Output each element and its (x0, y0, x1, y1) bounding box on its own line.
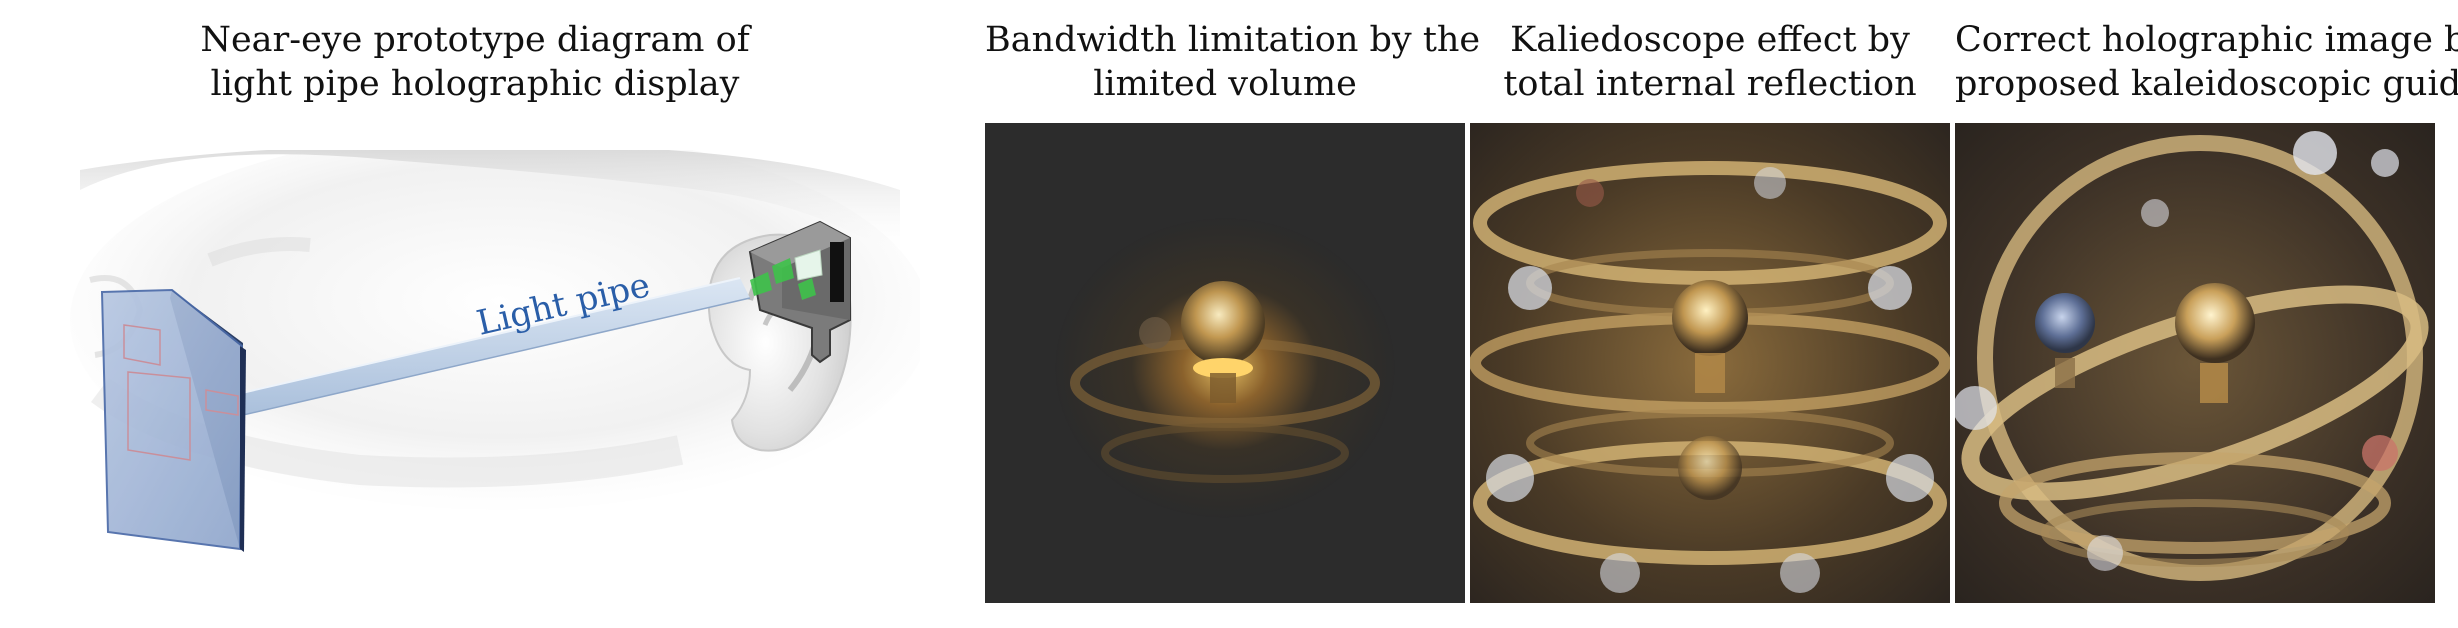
projector-module (748, 220, 851, 364)
panel-3-caption: Correct holographic image by proposed ka… (1955, 18, 2458, 106)
display-screen (100, 288, 246, 552)
result-panel-correct-image (1955, 123, 2435, 603)
bandwidth-limited-image (985, 123, 1465, 603)
result-panel-kaleidoscope-effect (1470, 123, 1950, 603)
panel-1-caption: Bandwidth limitation by the limited volu… (985, 18, 1481, 106)
kaleidoscope-artifact-image (1470, 123, 1950, 603)
panel-3-caption-line2: proposed kaleidoscopic guiding (1955, 64, 2458, 104)
panel-2-caption: Kaliedoscope effect by total internal re… (1470, 18, 1950, 106)
result-panel-bandwidth-limited (985, 123, 1465, 603)
panel-2-caption-line1: Kaliedoscope effect by (1510, 20, 1910, 60)
correct-holographic-image (1955, 123, 2435, 603)
panel-3-caption-line1: Correct holographic image by (1955, 20, 2458, 60)
diagram-caption: Near-eye prototype diagram of light pipe… (0, 18, 950, 106)
panel-1-caption-line2: limited volume (1093, 64, 1357, 104)
light-pipe (219, 277, 751, 419)
panel-1-caption-line1: Bandwidth limitation by the (985, 20, 1481, 60)
panel-2-caption-line2: total internal reflection (1503, 64, 1917, 104)
diagram-caption-line1: Near-eye prototype diagram of (200, 20, 750, 60)
prototype-diagram: Light pipe (70, 150, 920, 552)
diagram-caption-line2: light pipe holographic display (210, 64, 740, 104)
